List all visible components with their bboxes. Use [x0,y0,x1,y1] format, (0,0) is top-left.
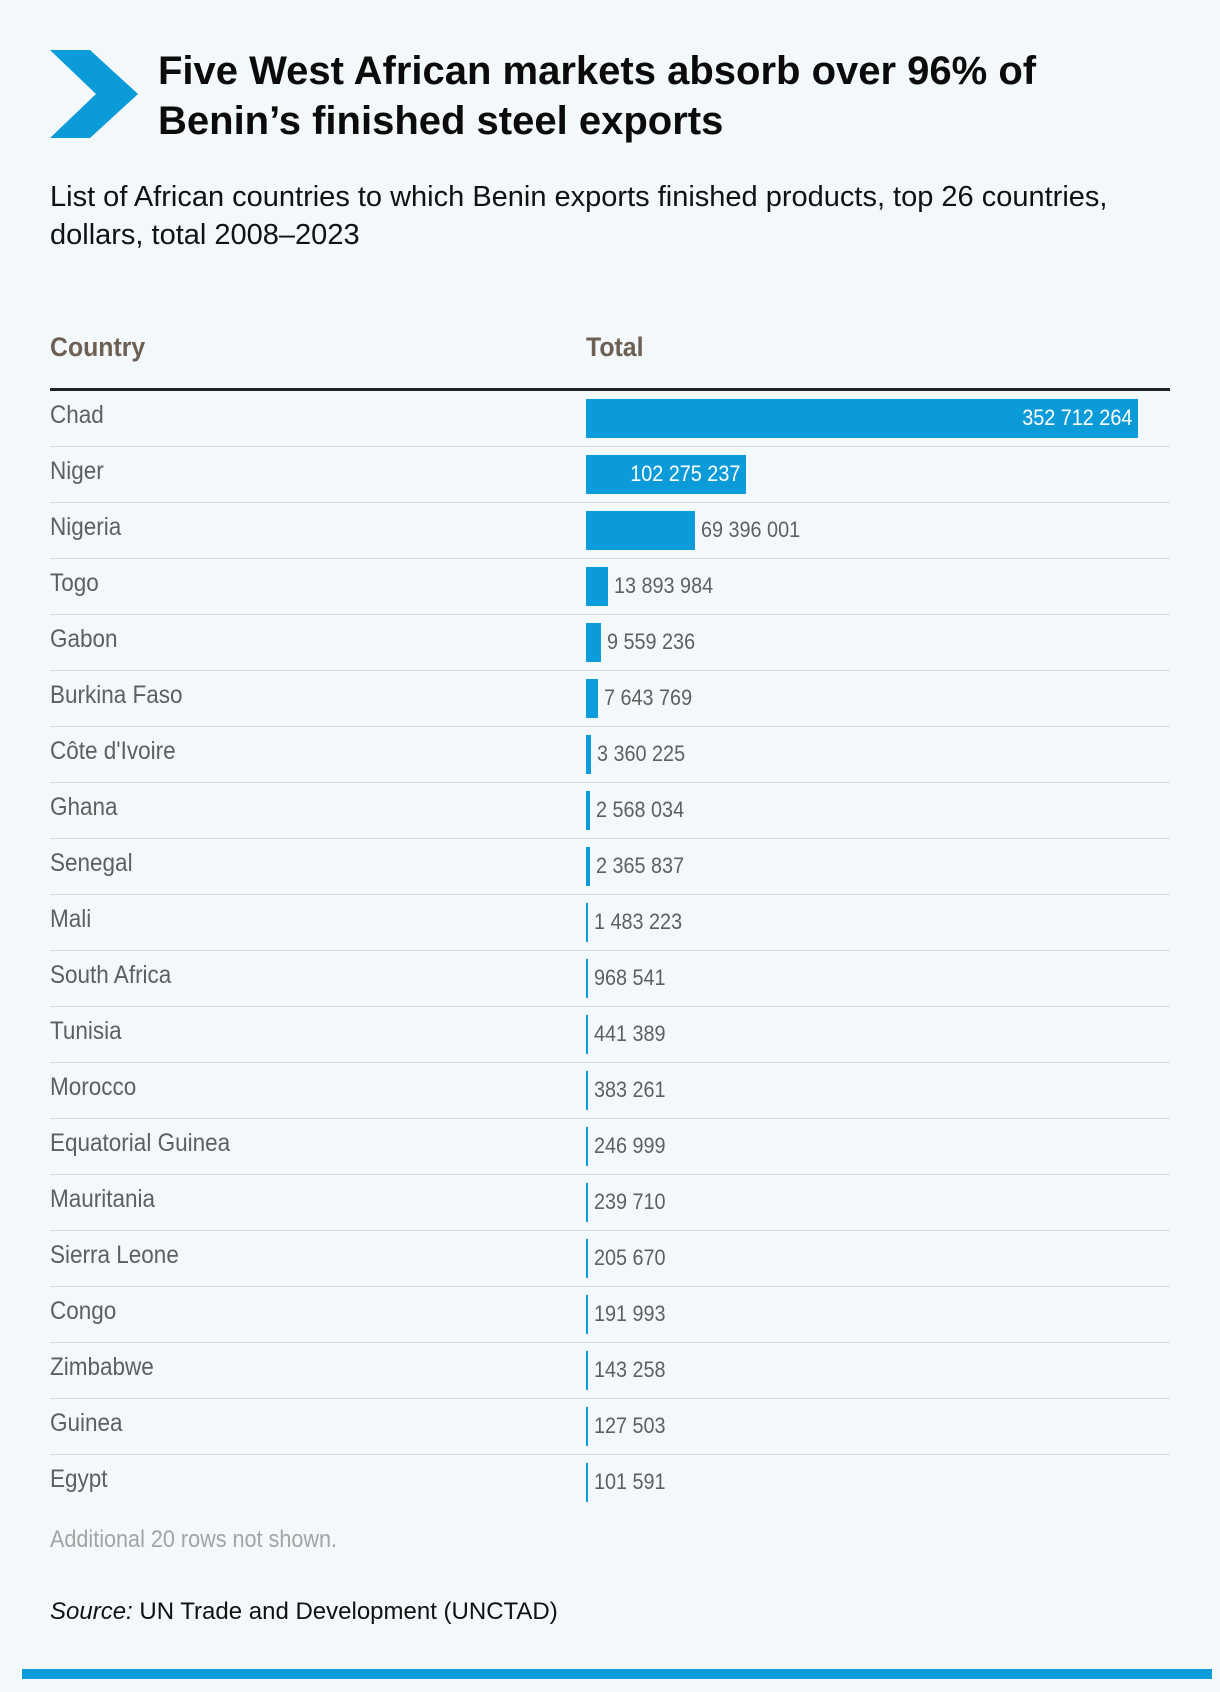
table-row: Equatorial Guinea 246 999 [50,1119,1170,1175]
bar [586,1127,588,1166]
country-label: Chad [50,401,104,429]
country-label: Equatorial Guinea [50,1129,231,1157]
table-row: Togo 13 893 984 [50,559,1170,615]
country-label: Côte d'Ivoire [50,737,176,765]
bar [586,623,601,662]
table-row: Congo 191 993 [50,1287,1170,1343]
header-divider [50,388,1170,391]
value-label: 383 261 [594,1077,666,1102]
value-label: 205 670 [594,1245,666,1270]
bar [586,847,590,886]
table-row: Zimbabwe 143 258 [50,1343,1170,1399]
country-label: Tunisia [50,1017,122,1045]
source-note: Source: UN Trade and Development (UNCTAD… [50,1598,558,1626]
table-row: Guinea 127 503 [50,1399,1170,1455]
value-label: 1 483 223 [594,909,683,934]
country-label: Congo [50,1297,117,1325]
bar [586,735,591,774]
country-label: Mauritania [50,1185,156,1213]
country-label: Zimbabwe [50,1353,154,1381]
value-label: 9 559 236 [607,629,696,654]
value-label: 127 503 [594,1413,666,1438]
table-row: Mali 1 483 223 [50,895,1170,951]
bottom-accent-bar [22,1669,1212,1679]
source-label: Source: [50,1598,133,1625]
value-label: 352 712 264 [1021,405,1132,430]
table-row: Nigeria 69 396 001 [50,503,1170,559]
bar [586,1351,588,1390]
data-table: Chad 352 712 264 Niger 102 275 237 Nigeria 69… [50,391,1170,1510]
country-label: South Africa [50,961,172,989]
country-label: Mali [50,905,92,933]
value-label: 3 360 225 [597,741,686,766]
country-label: Niger [50,457,104,485]
table-row: Burkina Faso 7 643 769 [50,671,1170,727]
table-row: Tunisia 441 389 [50,1007,1170,1063]
bar [586,679,598,718]
rows-not-shown-note: Additional 20 rows not shown. [50,1526,337,1553]
country-label: Togo [50,569,99,597]
country-label: Gabon [50,625,118,653]
value-label: 191 993 [594,1301,666,1326]
value-label: 246 999 [594,1133,666,1158]
bar [586,1407,588,1446]
value-label: 968 541 [594,965,666,990]
table-row: Côte d'Ivoire 3 360 225 [50,727,1170,783]
table-row: Mauritania 239 710 [50,1175,1170,1231]
bar [586,1071,588,1110]
column-header-country: Country [50,332,146,362]
table-row: Sierra Leone 205 670 [50,1231,1170,1287]
value-label: 13 893 984 [614,573,714,598]
country-label: Ghana [50,793,118,821]
bar [586,1295,588,1334]
bar [586,1183,588,1222]
bar [586,903,588,942]
table-row: Niger 102 275 237 [50,447,1170,503]
chart-title: Five West African markets absorb over 96… [158,49,1037,143]
bar [586,1239,588,1278]
table-row: South Africa 968 541 [50,951,1170,1007]
bar [586,791,590,830]
table-row: Gabon 9 559 236 [50,615,1170,671]
table-row: Chad 352 712 264 [50,391,1170,447]
value-label: 2 365 837 [596,853,685,878]
country-label: Guinea [50,1409,123,1437]
bar [586,511,695,550]
column-header-total: Total [586,332,644,362]
bar [586,1463,588,1502]
country-label: Nigeria [50,513,122,541]
chevron-logo-icon [50,50,138,138]
value-label: 69 396 001 [701,517,801,542]
value-label: 441 389 [594,1021,666,1046]
value-label: 143 258 [594,1357,666,1382]
source-text: UN Trade and Development (UNCTAD) [132,1598,558,1625]
value-label: 239 710 [594,1189,666,1214]
bar [586,959,588,998]
table-row: Morocco 383 261 [50,1063,1170,1119]
value-label: 2 568 034 [596,797,685,822]
value-label: 101 591 [594,1469,666,1494]
country-label: Burkina Faso [50,681,183,709]
chart-subtitle: List of African countries to which Benin… [50,181,1108,251]
value-label: 7 643 769 [604,685,693,710]
bar [586,567,608,606]
bar [586,455,746,494]
value-label: 102 275 237 [629,461,740,486]
table-row: Senegal 2 365 837 [50,839,1170,895]
country-label: Senegal [50,849,133,877]
country-label: Morocco [50,1073,137,1101]
country-label: Egypt [50,1465,108,1493]
bar [586,399,1138,438]
table-row: Egypt 101 591 [50,1455,1170,1510]
bar [586,1015,588,1054]
table-row: Ghana 2 568 034 [50,783,1170,839]
country-label: Sierra Leone [50,1241,179,1269]
